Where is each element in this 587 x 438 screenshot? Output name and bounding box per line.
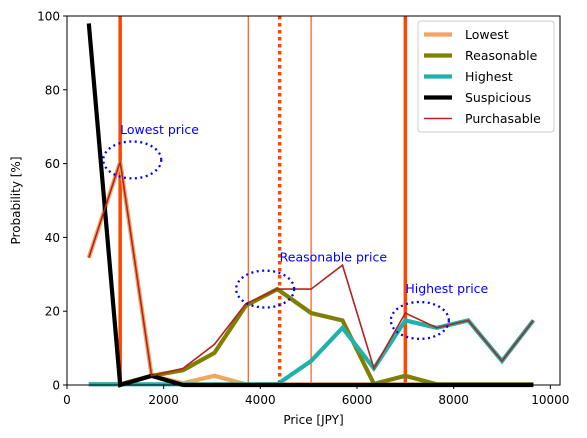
x-tick-label: 2000 (148, 393, 179, 407)
y-tick-label: 20 (45, 305, 60, 319)
y-axis-label: Probability [%] (9, 156, 23, 244)
annotations: Lowest price Reasonable price Highest pric… (120, 122, 488, 296)
x-tick-label: 0 (63, 393, 71, 407)
annotation-highest-price: Highest price (405, 281, 488, 296)
highlight-ellipses (102, 140, 450, 341)
annotation-reasonable-price: Reasonable price (280, 249, 388, 264)
x-tick-label: 8000 (438, 393, 469, 407)
y-tick-label: 40 (45, 231, 60, 245)
legend-box (417, 20, 555, 133)
highlight-ellipse-3 (389, 300, 450, 341)
highlight-ellipse-1 (102, 140, 163, 180)
legend-label-reasonable: Reasonable (465, 48, 538, 63)
highlight-ellipse-2 (235, 269, 296, 309)
y-tick-label: 0 (52, 379, 60, 393)
legend-label-lowest: Lowest (465, 27, 509, 42)
legend: Lowest Reasonable Highest Suspicious Purchas… (417, 20, 555, 133)
x-axis-label: Price [JPY] (283, 413, 343, 427)
annotation-lowest-price: Lowest price (120, 122, 199, 137)
x-axis-ticks: 0 2000 4000 6000 8000 10000 (63, 385, 569, 407)
y-axis-ticks: 0 20 40 60 80 100 (37, 10, 67, 393)
y-tick-label: 100 (37, 10, 60, 24)
plot-frame (66, 15, 561, 386)
legend-label-highest: Highest (465, 69, 513, 84)
x-tick-label: 6000 (342, 393, 373, 407)
y-tick-label: 80 (45, 83, 60, 97)
legend-label-suspicious: Suspicious (465, 90, 531, 105)
legend-label-purchasable: Purchasable (465, 111, 541, 126)
y-tick-label: 60 (45, 157, 60, 171)
x-tick-label: 4000 (245, 393, 276, 407)
x-tick-label: 10000 (531, 393, 569, 407)
series-line-purchasable (88, 161, 535, 377)
